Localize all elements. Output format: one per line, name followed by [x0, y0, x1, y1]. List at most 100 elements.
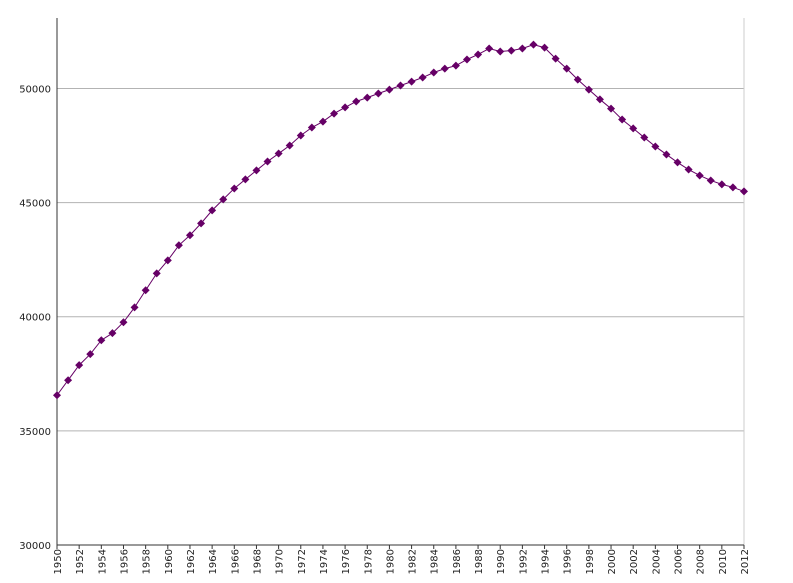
data-point — [385, 85, 394, 94]
data-point — [407, 77, 416, 86]
data-point — [285, 141, 294, 150]
data-point — [651, 142, 660, 151]
data-point — [263, 157, 272, 166]
y-tick-label: 40000 — [19, 313, 51, 324]
data-point — [341, 103, 350, 112]
data-point — [474, 50, 483, 59]
data-point — [429, 68, 438, 77]
x-tick-label: 1958 — [142, 549, 153, 574]
data-point — [451, 61, 460, 70]
data-point — [219, 195, 228, 204]
data-point — [595, 95, 604, 104]
data-point — [717, 180, 726, 189]
data-point — [496, 47, 505, 56]
x-tick-label: 1998 — [585, 549, 596, 574]
data-point — [396, 81, 405, 90]
x-tick-label: 1966 — [230, 549, 241, 574]
x-tick-label: 2010 — [718, 549, 729, 574]
x-tick-label: 1960 — [164, 549, 175, 574]
x-tick-label: 2008 — [696, 549, 707, 574]
x-tick-label: 1962 — [186, 549, 197, 574]
x-tick-label: 1992 — [518, 549, 529, 574]
data-point — [562, 64, 571, 73]
x-tick-label: 1994 — [541, 549, 552, 574]
x-tick-label: 1970 — [275, 549, 286, 574]
x-tick-label: 1990 — [496, 549, 507, 574]
data-point — [507, 46, 516, 55]
data-point — [108, 329, 117, 338]
x-tick-label: 1978 — [363, 549, 374, 574]
x-tick-label: 1988 — [474, 549, 485, 574]
data-point — [374, 89, 383, 98]
x-tick-label: 1982 — [408, 549, 419, 574]
data-point — [706, 176, 715, 185]
data-point — [75, 361, 84, 370]
x-tick-label: 2006 — [674, 549, 685, 574]
data-point — [86, 350, 95, 359]
data-point — [64, 376, 73, 385]
data-point — [662, 150, 671, 159]
data-point — [174, 241, 183, 250]
data-point — [163, 256, 172, 265]
data-point — [573, 75, 582, 84]
y-tick-label: 30000 — [19, 541, 51, 552]
data-point — [695, 171, 704, 180]
x-tick-label: 2004 — [651, 549, 662, 574]
data-point — [274, 149, 283, 158]
data-point — [418, 73, 427, 82]
data-point — [230, 184, 239, 193]
x-tick-label: 1952 — [75, 549, 86, 574]
data-point — [330, 109, 339, 118]
y-tick-label: 35000 — [19, 427, 51, 438]
x-tick-label: 1954 — [97, 549, 108, 574]
x-tick-label: 1976 — [341, 549, 352, 574]
data-point — [119, 318, 128, 327]
x-tick-label: 2002 — [629, 549, 640, 574]
x-tick-label: 1980 — [385, 549, 396, 574]
x-tick-label: 1968 — [252, 549, 263, 574]
data-point — [97, 336, 106, 345]
data-point — [728, 183, 737, 192]
x-tick-label: 2000 — [607, 549, 618, 574]
data-point — [318, 117, 327, 126]
data-point — [197, 219, 206, 228]
data-point — [607, 104, 616, 113]
data-point — [618, 115, 627, 124]
data-point — [740, 187, 748, 196]
y-tick-label: 50000 — [19, 84, 51, 95]
data-point — [241, 175, 250, 184]
data-point — [551, 54, 560, 63]
data-point — [252, 166, 261, 175]
data-point — [307, 123, 316, 132]
y-tick-label: 45000 — [19, 199, 51, 210]
data-point — [352, 97, 361, 106]
data-point — [130, 303, 139, 312]
data-point — [141, 286, 150, 295]
data-point — [208, 206, 217, 215]
x-tick-label: 1956 — [119, 549, 130, 574]
x-tick-label: 1972 — [297, 549, 308, 574]
data-point — [629, 124, 638, 133]
data-point — [584, 85, 593, 94]
x-tick-label: 2012 — [740, 549, 751, 574]
data-point — [684, 165, 693, 174]
data-point — [518, 44, 527, 53]
data-point — [640, 133, 649, 142]
x-tick-label: 1964 — [208, 549, 219, 574]
data-point — [485, 44, 494, 53]
data-point — [53, 391, 61, 400]
x-tick-label: 1950 — [53, 549, 64, 574]
data-point — [462, 55, 471, 64]
x-tick-label: 1986 — [452, 549, 463, 574]
data-point — [540, 43, 549, 52]
x-tick-label: 1974 — [319, 549, 330, 574]
data-point — [673, 158, 682, 167]
data-point — [440, 64, 449, 73]
data-point — [363, 93, 372, 102]
data-point — [185, 231, 194, 240]
x-tick-label: 1996 — [563, 549, 574, 574]
data-point — [152, 269, 161, 278]
series-line — [56, 44, 745, 396]
x-tick-label: 1984 — [430, 549, 441, 574]
